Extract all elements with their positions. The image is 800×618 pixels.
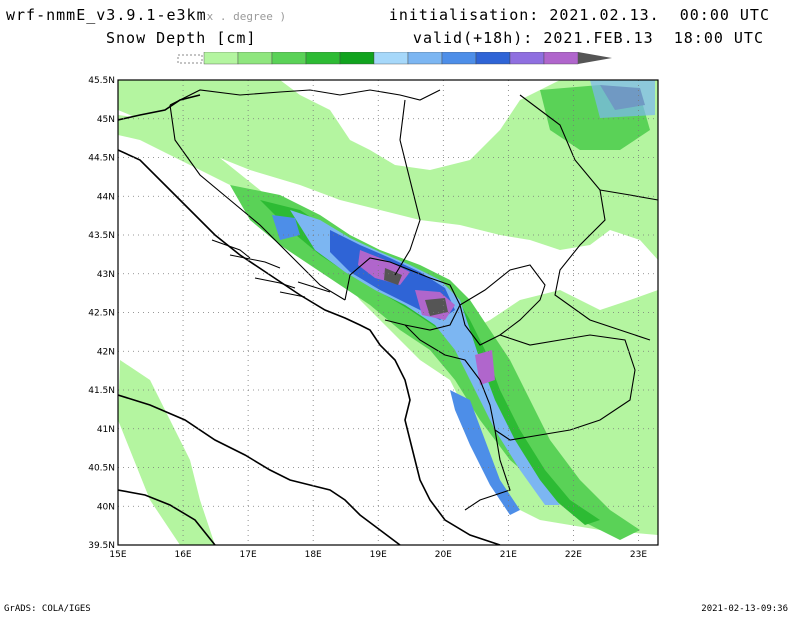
island-3	[254, 277, 296, 289]
lat-label: 40.5N	[88, 464, 115, 474]
border-kosovo	[459, 264, 546, 346]
lon-label: 18E	[305, 550, 322, 560]
border-bih-west	[169, 104, 346, 301]
snow-area-north	[118, 80, 658, 260]
initialisation-time: initialisation: 2021.02.13. 00:00 UTC	[388, 6, 770, 24]
lon-label: 19E	[370, 550, 387, 560]
snow-field	[118, 80, 658, 545]
italy-heel	[118, 489, 216, 545]
lat-label: 43N	[97, 270, 115, 280]
map-frame	[117, 79, 659, 546]
lat-label: 45N	[97, 115, 115, 125]
border-albania	[404, 324, 511, 511]
snow-core-max-2	[425, 298, 448, 316]
lat-label: 43.5N	[88, 231, 115, 241]
snow-cell-bih	[272, 215, 300, 240]
valid-time: valid(+18h): 2021.FEB.13 18:00 UTC	[412, 29, 764, 47]
snow-band-green	[230, 185, 640, 540]
border-serbia-east	[519, 94, 651, 341]
lat-label: 41.5N	[88, 386, 115, 396]
model-title: wrf-nmmE_v3.9.1-e3kmx . degree )	[6, 6, 286, 24]
snow-cell-ne-blue	[590, 80, 655, 118]
lon-label: 16E	[174, 550, 191, 560]
lon-label: 21E	[500, 550, 517, 560]
lon-label: 22E	[565, 550, 582, 560]
snow-core-purple-3	[475, 350, 495, 385]
variable-title: Snow Depth [cm]	[106, 29, 257, 47]
colorbar-underflow	[177, 54, 203, 64]
axis-labels: 15E 16E 17E 18E 19E 20E 21E 22E 23E 45.5N 45N 44.5N…	[88, 76, 647, 560]
colorbar-legend: 0.112461015306090120	[177, 52, 612, 65]
snow-core-blue	[290, 210, 560, 505]
lon-label: 23E	[630, 550, 647, 560]
lon-label: 15E	[109, 550, 126, 560]
snow-core-south-blue	[450, 390, 520, 515]
colorbar-overflow	[578, 52, 612, 64]
lat-label: 42N	[97, 347, 115, 357]
model-name: wrf-nmmE_v3.9.1-e3km	[6, 6, 207, 24]
border-montenegro	[344, 257, 461, 331]
lat-label: 44N	[97, 192, 115, 202]
border-bih-north	[169, 89, 441, 106]
lat-label: 39.5N	[88, 541, 115, 551]
resolution-note: x . degree )	[206, 10, 287, 23]
footer-credit: GrADS: COLA/IGES	[4, 604, 91, 614]
italy-coast	[118, 394, 401, 545]
lon-label: 20E	[435, 550, 452, 560]
snow-area-italy	[118, 360, 215, 545]
snow-core-max-1	[384, 268, 402, 285]
island-5	[297, 281, 331, 293]
country-borders	[169, 89, 658, 511]
coastlines	[118, 94, 501, 545]
lon-label: 17E	[240, 550, 257, 560]
lat-label: 42.5N	[88, 309, 115, 319]
croatia-north	[118, 94, 201, 121]
border-bulgaria	[599, 189, 658, 201]
lat-label: 40N	[97, 502, 115, 512]
island-4	[279, 291, 306, 298]
island-1	[211, 239, 251, 259]
adriatic-east-coast	[118, 149, 501, 545]
lat-label: 41N	[97, 425, 115, 435]
border-bih-east	[394, 99, 421, 276]
island-2	[229, 254, 281, 269]
graticule	[118, 80, 658, 545]
border-macedonia	[494, 334, 636, 441]
footer-timestamp: 2021-02-13-09:36	[701, 604, 788, 614]
lat-label: 45.5N	[88, 76, 115, 86]
islands	[211, 239, 331, 298]
lat-label: 44.5N	[88, 154, 115, 164]
